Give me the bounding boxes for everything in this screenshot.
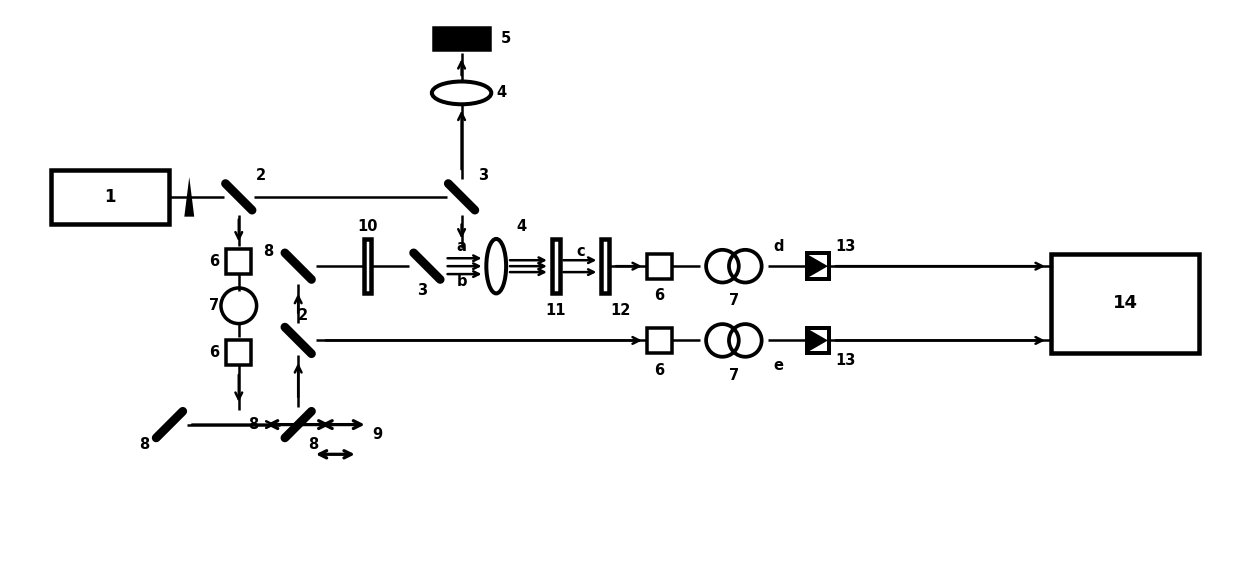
Bar [363, 239, 372, 293]
Text: 8: 8 [263, 244, 274, 259]
Bar [552, 239, 559, 293]
Bar [1050, 254, 1199, 353]
Bar [227, 249, 252, 273]
Bar [807, 328, 830, 353]
Bar [601, 239, 609, 293]
Text: 6: 6 [655, 288, 665, 303]
Text: 11: 11 [546, 303, 565, 318]
Text: 8: 8 [308, 437, 319, 452]
Bar [51, 170, 170, 224]
Text: 5: 5 [501, 31, 511, 46]
Text: e: e [774, 358, 784, 372]
Text: 7: 7 [729, 293, 739, 308]
Text: 13: 13 [836, 239, 856, 254]
Text: 2: 2 [255, 168, 265, 183]
Text: 6: 6 [210, 345, 219, 360]
Text: 4: 4 [496, 85, 506, 100]
Text: 7: 7 [210, 298, 219, 313]
Text: 4: 4 [516, 219, 526, 234]
Text: c: c [577, 244, 585, 259]
Text: 3: 3 [479, 168, 489, 183]
Text: 10: 10 [357, 219, 378, 234]
Text: 12: 12 [610, 303, 630, 318]
Text: 6: 6 [210, 254, 219, 269]
Bar [434, 28, 489, 49]
Text: a: a [456, 239, 466, 254]
Polygon shape [185, 177, 195, 217]
Polygon shape [808, 329, 828, 352]
Text: 13: 13 [836, 353, 856, 368]
Text: 8: 8 [140, 437, 150, 452]
Text: 9: 9 [372, 427, 382, 442]
Circle shape [221, 288, 257, 324]
Text: b: b [456, 273, 466, 289]
Ellipse shape [486, 239, 506, 293]
Text: 8: 8 [248, 417, 259, 432]
Text: 3: 3 [417, 284, 427, 298]
Bar [807, 254, 830, 279]
Bar [647, 328, 672, 353]
Bar [647, 254, 672, 278]
Text: 7: 7 [729, 367, 739, 383]
Text: 1: 1 [104, 188, 115, 206]
Bar [227, 340, 252, 365]
Ellipse shape [432, 82, 491, 104]
Text: 2: 2 [298, 308, 309, 323]
Text: 6: 6 [655, 363, 665, 378]
Polygon shape [808, 255, 828, 277]
Text: 14: 14 [1112, 294, 1137, 312]
Text: d: d [774, 239, 784, 254]
